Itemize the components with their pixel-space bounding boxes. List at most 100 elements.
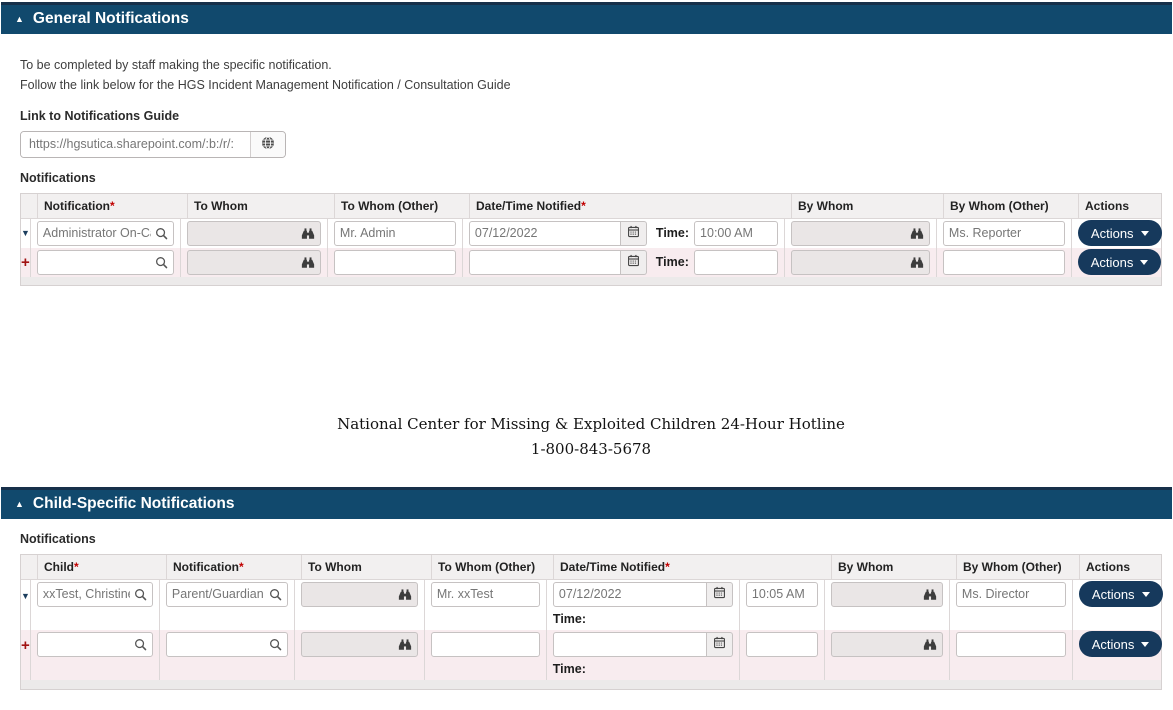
by-whom-input[interactable] (836, 637, 919, 651)
to-whom-other-input[interactable] (436, 637, 534, 651)
to-whom-input[interactable] (306, 587, 394, 601)
general-notifications-section-header[interactable]: ▲ General Notifications (1, 2, 1172, 34)
binoculars-icon[interactable] (398, 638, 412, 651)
notification-input[interactable] (171, 587, 265, 601)
binoculars-icon[interactable] (923, 638, 937, 651)
calendar-button[interactable] (706, 581, 733, 607)
binoculars-icon[interactable] (301, 256, 315, 269)
expand-row-icon[interactable]: ▼ (21, 590, 30, 601)
to-whom-other-field (333, 220, 456, 246)
search-icon[interactable] (155, 256, 168, 269)
by-whom-other-field (942, 249, 1065, 275)
col-actions: Actions (1079, 554, 1161, 579)
time-notified-input[interactable] (751, 637, 812, 651)
search-icon[interactable] (134, 638, 147, 651)
expand-row-icon[interactable]: ▼ (21, 228, 30, 238)
col-to-whom-other: To Whom (Other) (431, 554, 553, 579)
hotline-line-2: 1-800-843-5678 (530, 440, 652, 458)
to-whom-input[interactable] (192, 255, 297, 269)
col-to-whom: To Whom (301, 554, 431, 579)
search-icon[interactable] (155, 227, 168, 240)
date-notified-field (552, 631, 707, 657)
marker-header-cell (21, 555, 37, 579)
by-whom-other-field (955, 581, 1066, 607)
by-whom-other-input[interactable] (961, 637, 1060, 651)
time-notified-input[interactable] (700, 226, 773, 240)
section-title-general: General Notifications (32, 10, 189, 27)
calendar-icon (627, 254, 640, 270)
add-row: + (21, 247, 1162, 277)
by-whom-other-input[interactable] (948, 255, 1059, 269)
chevron-down-icon (1141, 591, 1150, 597)
to-whom-lookup-field (186, 220, 321, 246)
to-whom-lookup-field (186, 249, 321, 275)
by-whom-other-field (955, 631, 1066, 657)
to-whom-other-input[interactable] (436, 587, 534, 601)
notification-lookup-field (165, 631, 288, 657)
chevron-down-icon (1140, 259, 1149, 265)
date-notified-field (468, 249, 621, 275)
child-input[interactable] (42, 587, 130, 601)
binoculars-icon[interactable] (910, 256, 924, 269)
child-input[interactable] (42, 637, 130, 651)
by-whom-input[interactable] (836, 587, 919, 601)
chevron-down-icon (1140, 230, 1149, 236)
hotline-text: National Center for Missing & Exploited … (20, 412, 1162, 463)
by-whom-other-input[interactable] (948, 226, 1059, 240)
calendar-button[interactable] (706, 631, 733, 657)
date-notified-input[interactable] (558, 637, 701, 651)
time-notified-input[interactable] (751, 587, 812, 601)
calendar-button[interactable] (620, 220, 647, 246)
time-notified-field (693, 249, 778, 275)
marker-header-cell (21, 194, 37, 218)
row-actions-button[interactable]: Actions (1078, 581, 1163, 607)
binoculars-icon[interactable] (923, 588, 937, 601)
date-notified-input[interactable] (558, 587, 701, 601)
section-title-child-specific: Child-Specific Notifications (32, 494, 235, 512)
search-icon[interactable] (269, 588, 282, 601)
add-row-icon[interactable]: + (21, 636, 30, 654)
to-whom-input[interactable] (306, 637, 394, 651)
notification-input[interactable] (171, 637, 265, 651)
by-whom-other-input[interactable] (961, 587, 1060, 601)
binoculars-icon[interactable] (301, 227, 315, 240)
date-notified-input[interactable] (474, 226, 615, 240)
notification-input[interactable] (42, 255, 151, 269)
to-whom-input[interactable] (192, 226, 297, 240)
child-specific-notifications-section-header[interactable]: ▲ Child-Specific Notifications (1, 486, 1172, 519)
col-date-time-notified: Date/Time Notified* (469, 193, 791, 218)
time-notified-input[interactable] (699, 255, 772, 269)
general-notifications-table: Notification* To Whom To Whom (Other) Da… (20, 192, 1162, 286)
col-by-whom: By Whom (791, 193, 943, 218)
to-whom-other-input[interactable] (339, 255, 450, 269)
open-link-button[interactable] (250, 131, 285, 157)
notifications-guide-url-input[interactable] (21, 131, 250, 157)
search-icon[interactable] (269, 638, 282, 651)
binoculars-icon[interactable] (910, 227, 924, 240)
notification-lookup-field (36, 220, 174, 246)
child-specific-notifications-table: Child* Notification* To Whom To Whom (Ot… (20, 553, 1163, 690)
notification-lookup-field (36, 249, 174, 275)
col-notification: Notification* (37, 193, 187, 218)
notification-input[interactable] (42, 226, 151, 240)
child-notifications-table-label: Notifications (20, 531, 96, 546)
child-lookup-field (36, 581, 153, 607)
to-whom-other-input[interactable] (339, 226, 450, 240)
col-to-whom: To Whom (187, 193, 334, 218)
binoculars-icon[interactable] (398, 588, 412, 601)
by-whom-input[interactable] (796, 255, 906, 269)
search-icon[interactable] (134, 588, 147, 601)
table-footer-strip (21, 276, 1161, 285)
by-whom-input[interactable] (796, 226, 906, 240)
to-whom-other-field (333, 249, 456, 275)
date-notified-field (468, 220, 621, 246)
row-actions-button[interactable]: Actions (1077, 220, 1162, 246)
hotline-line-1: National Center for Missing & Exploited … (337, 414, 845, 433)
calendar-button[interactable] (620, 249, 647, 275)
chevron-down-icon (1141, 641, 1150, 647)
row-actions-button[interactable]: Actions (1077, 249, 1162, 275)
date-notified-input[interactable] (474, 255, 615, 269)
by-whom-lookup-field (830, 581, 943, 607)
add-row-icon[interactable]: + (21, 253, 30, 271)
row-actions-button[interactable]: Actions (1078, 631, 1163, 657)
